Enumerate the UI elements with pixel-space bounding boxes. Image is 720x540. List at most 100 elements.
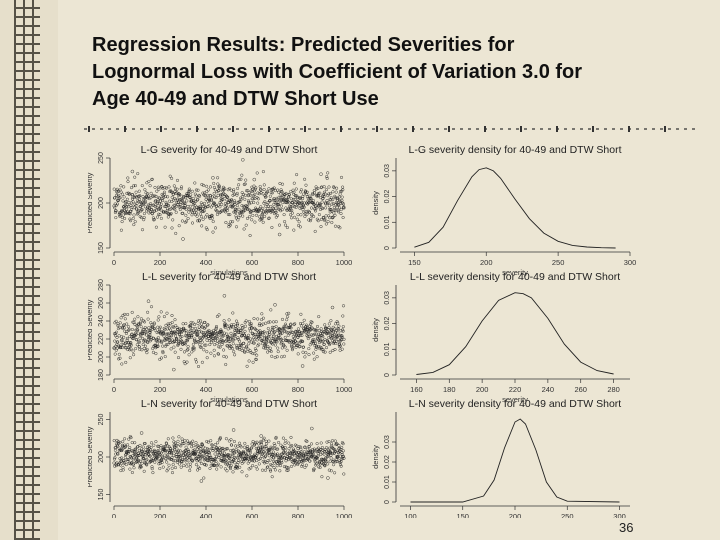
scatter-point xyxy=(182,463,186,467)
scatter-point xyxy=(187,210,191,214)
scatter-point xyxy=(303,355,307,359)
scatter-point xyxy=(221,454,225,458)
scatter-point xyxy=(297,445,301,449)
outlier-point xyxy=(310,426,314,431)
scatter-point xyxy=(342,206,346,210)
y-tick-label: 0 xyxy=(384,500,391,504)
scatter-point xyxy=(246,199,251,203)
scatter-point xyxy=(157,454,161,458)
scatter-point xyxy=(142,218,146,222)
scatter-point xyxy=(126,348,130,352)
scatter-point xyxy=(121,313,125,317)
scatter-point xyxy=(207,448,211,452)
scatter-point xyxy=(129,436,133,440)
y-tick-label: 0.03 xyxy=(384,435,391,449)
scatter-point xyxy=(124,463,128,467)
scatter-point xyxy=(155,345,160,349)
scatter-point xyxy=(283,449,288,453)
scatter-point xyxy=(267,216,271,221)
scatter-point xyxy=(206,455,210,460)
scatter-point xyxy=(187,187,191,191)
scatter-point xyxy=(127,192,131,196)
scatter-point xyxy=(309,333,314,337)
scatter-point xyxy=(221,198,225,202)
scatter-point xyxy=(306,450,310,454)
scatter-point xyxy=(264,439,268,443)
scatter-point xyxy=(188,196,192,200)
scatter-point xyxy=(157,315,161,319)
scatter-point xyxy=(169,211,173,216)
scatter-point xyxy=(256,446,260,450)
scatter-point xyxy=(121,440,125,444)
scatter-point xyxy=(215,314,219,319)
scatter-point xyxy=(187,449,191,453)
scatter-point xyxy=(230,198,234,202)
scatter-point xyxy=(324,206,328,210)
scatter-point xyxy=(260,216,264,220)
scatter-point xyxy=(320,185,324,189)
scatter-point xyxy=(267,339,271,343)
scatter-point xyxy=(319,186,323,190)
scatter-point xyxy=(218,450,222,454)
scatter-point xyxy=(226,212,230,217)
scatter-point xyxy=(149,207,154,211)
scatter-point xyxy=(113,352,117,356)
scatter-point xyxy=(215,209,219,213)
scatter-point xyxy=(118,196,122,200)
scatter-point xyxy=(262,187,266,192)
scatter-point xyxy=(219,329,223,333)
scatter-point xyxy=(183,329,187,333)
title-rule-tick xyxy=(232,126,234,132)
scatter-point xyxy=(335,320,339,324)
scatter-point xyxy=(341,329,345,333)
scatter-point xyxy=(296,327,300,331)
scatter-point xyxy=(173,441,177,445)
scatter-point xyxy=(254,348,258,352)
scatter-point xyxy=(328,331,332,335)
scatter-point xyxy=(150,323,154,327)
scatter-point xyxy=(331,446,335,450)
scatter-point xyxy=(158,451,162,455)
scatter-point xyxy=(239,328,243,333)
scatter-point xyxy=(252,338,256,342)
scatter-point xyxy=(311,199,315,203)
scatter-point xyxy=(291,447,295,451)
scatter-point xyxy=(273,343,277,347)
scatter-point xyxy=(233,337,237,341)
scatter-point xyxy=(284,465,288,469)
scatter-point xyxy=(120,362,124,366)
x-tick-label: 200 xyxy=(509,512,522,518)
scatter-point xyxy=(134,328,138,332)
scatter-point xyxy=(193,322,197,327)
scatter-point xyxy=(331,202,335,206)
panel-title: L-N severity density for 40-49 and DTW S… xyxy=(409,398,621,410)
scatter-point xyxy=(323,323,327,327)
scatter-point xyxy=(257,442,261,446)
scatter-point xyxy=(152,336,156,340)
scatter-point xyxy=(197,325,201,329)
scatter-point xyxy=(186,450,190,454)
scatter-point xyxy=(271,450,275,454)
scatter-point xyxy=(315,206,319,210)
scatter-point xyxy=(275,196,279,200)
scatter-point xyxy=(339,208,343,212)
scatter-point xyxy=(232,323,236,327)
scatter-point xyxy=(275,355,279,359)
scatter-point xyxy=(340,195,344,199)
scatter-point xyxy=(226,452,230,457)
scatter-point xyxy=(283,192,287,196)
scatter-point xyxy=(253,187,257,191)
scatter-point xyxy=(166,437,170,441)
x-tick-label: 200 xyxy=(154,512,167,518)
scatter-point xyxy=(238,347,242,352)
scatter-point xyxy=(315,193,319,197)
scatter-point xyxy=(152,321,156,325)
scatter-point xyxy=(240,333,245,337)
scatter-point xyxy=(289,435,293,439)
scatter-point xyxy=(210,457,214,462)
scatter-point xyxy=(273,454,277,458)
scatter-point xyxy=(136,211,140,215)
scatter-point xyxy=(119,316,123,320)
title-rule-tick xyxy=(664,126,666,132)
scatter-point xyxy=(257,323,261,327)
